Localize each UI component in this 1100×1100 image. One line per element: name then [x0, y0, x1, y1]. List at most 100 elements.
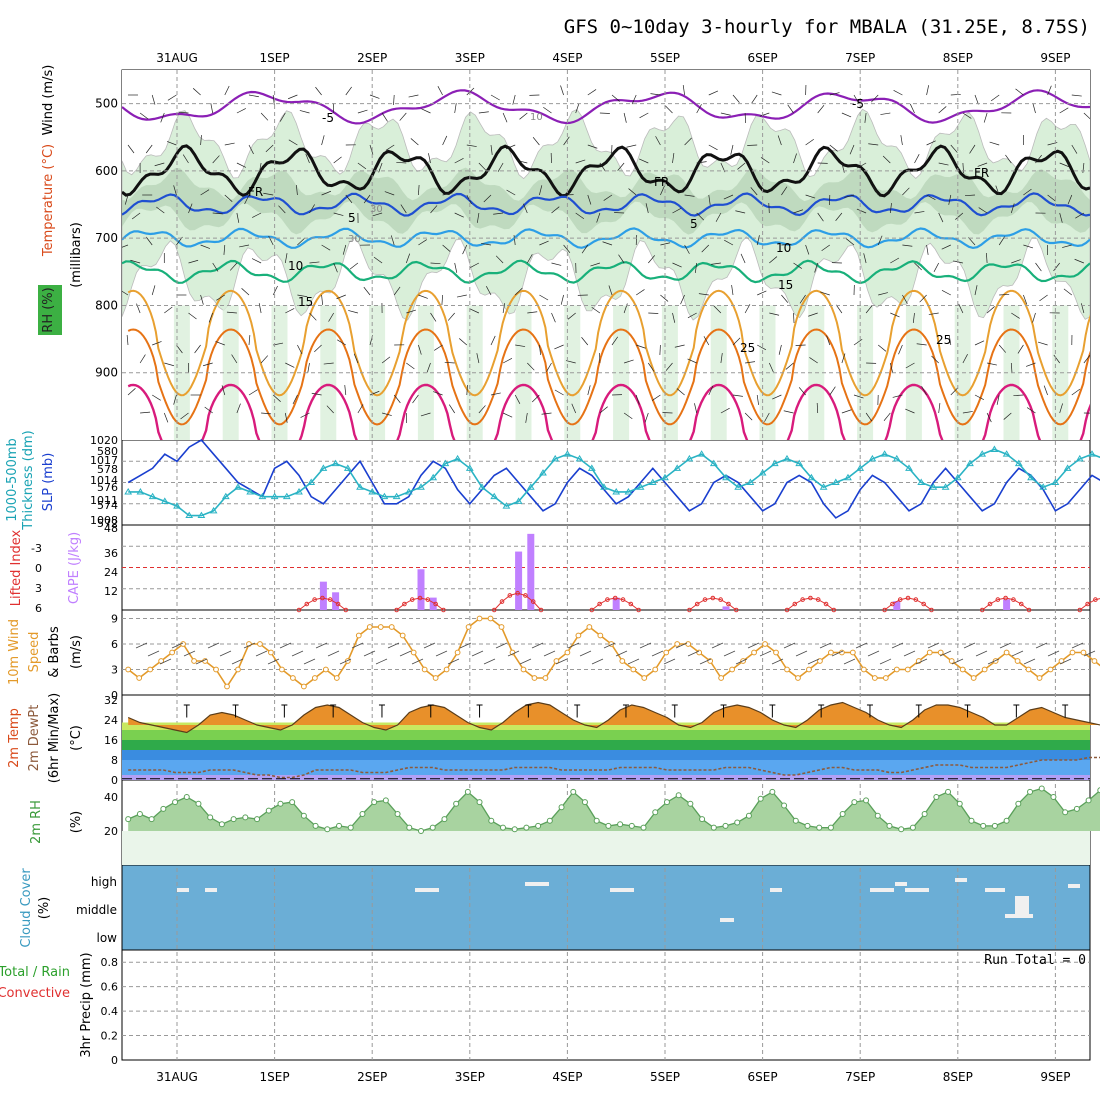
wind10-barb: [315, 642, 328, 649]
upper-wind-barb: [442, 192, 453, 196]
cloud-patch: [205, 888, 217, 892]
upper-wind-barb: [751, 94, 758, 104]
thickness-point: [795, 459, 804, 467]
cape-bar: [527, 533, 535, 610]
wind10-point: [465, 624, 472, 630]
upper-wind-barb: [454, 157, 464, 164]
upper-wind-barb: [864, 112, 867, 123]
upper-wind-barb: [599, 112, 610, 114]
thickness-point: [551, 454, 560, 462]
upper-wind-barb: [400, 204, 407, 214]
upper-wind-barb: [771, 91, 782, 96]
upper-wind-barb: [902, 187, 910, 196]
cloud-patch: [177, 888, 189, 892]
wind10-barb: [303, 658, 316, 665]
upper-wind-barb: [512, 94, 516, 105]
upper-wind-barb: [912, 312, 915, 323]
upper-wind-barb: [180, 412, 189, 420]
wind10-barb: [159, 658, 172, 665]
upper-wind-barb: [311, 392, 322, 396]
upper-wind-barb: [696, 104, 702, 114]
wind10-point: [849, 649, 856, 656]
upper-wind-barb: [799, 294, 806, 304]
wind10-point: [1080, 649, 1087, 656]
thickness-point: [514, 497, 523, 504]
upper-wind-barb: [421, 108, 431, 114]
upper-wind-barb: [639, 158, 649, 164]
wind10-point: [586, 624, 593, 630]
upper-wind-barb: [384, 191, 395, 196]
upper-wind-barb: [210, 103, 214, 114]
upper-wind-barb: [1071, 388, 1081, 396]
wind10-barb: [411, 658, 424, 665]
thickness-point: [746, 478, 755, 485]
upper-wind-barb: [720, 112, 731, 116]
upper-wind-barb: [660, 242, 671, 246]
upper-wind-barb: [877, 235, 883, 246]
upper-wind-barb: [408, 94, 419, 98]
cape-bar: [515, 551, 523, 610]
upper-wind-barb: [769, 312, 780, 316]
cloud-patch: [525, 882, 549, 886]
rh-colorbar: [38, 285, 62, 335]
thickness-point: [807, 473, 816, 481]
slp-tick: 1011: [90, 494, 118, 507]
li-point: [433, 601, 438, 607]
upper-wind-barb: [672, 207, 682, 214]
wind10-barb: [591, 658, 604, 665]
thickness-point: [978, 450, 987, 457]
upper-wind-barb: [321, 190, 332, 196]
upper-wind-barb: [636, 289, 645, 296]
thickness-point: [136, 487, 145, 495]
rh2m-point: [628, 822, 635, 829]
thickness-point: [295, 487, 303, 495]
wind10-barb: [351, 642, 364, 649]
wind10-barb: [975, 650, 988, 657]
upper-wind-barb: [307, 362, 310, 373]
wind10-barb: [675, 642, 688, 649]
li-point: [1026, 607, 1032, 613]
li-point: [499, 599, 505, 604]
li-point: [726, 601, 731, 607]
upper-wind-barb: [964, 194, 976, 197]
li-tick: 6: [35, 602, 42, 615]
upper-wind-barb: [333, 262, 338, 273]
thickness-point: [1063, 464, 1072, 471]
li-point: [417, 595, 423, 601]
upper-wind-barb: [215, 341, 225, 346]
upper-wind-barb: [1010, 203, 1015, 214]
upper-wind-barb: [974, 285, 978, 296]
date-label-bottom: 8SEP: [943, 1070, 973, 1084]
li-point: [327, 597, 333, 602]
li-point: [304, 601, 310, 607]
upper-wind-barb: [563, 136, 570, 146]
upper-wind-barb: [665, 105, 673, 114]
upper-wind-barb: [314, 344, 322, 353]
wind10-point: [443, 666, 450, 673]
upper-wind-barb: [326, 405, 334, 414]
upper-wind-barb: [323, 362, 334, 365]
upper-wind-barb: [821, 244, 831, 252]
upper-wind-barb: [139, 112, 149, 120]
thickness-point: [490, 492, 499, 500]
upper-wind-barb: [418, 239, 427, 246]
temp-band: [122, 722, 1090, 730]
upper-wind-barb: [768, 362, 774, 373]
temp-axis-label: Temperature (°C): [41, 144, 56, 257]
cape-bar: [722, 606, 730, 610]
upper-wind-barb: [406, 362, 415, 370]
wind10-point: [641, 675, 648, 681]
upper-wind-barb: [889, 362, 894, 373]
upper-wind-barb: [1059, 403, 1063, 414]
upper-wind-barb: [720, 407, 730, 414]
upper-wind-barb: [527, 311, 538, 314]
wind10-barb: [387, 642, 400, 649]
wind10-barb: [363, 650, 376, 657]
upper-wind-barb: [611, 94, 620, 102]
date-label-top: 2SEP: [357, 51, 387, 65]
thickness-point: [563, 450, 572, 457]
wind-tick: 0: [111, 689, 118, 702]
upper-wind-barb: [502, 357, 513, 364]
upper-wind-barb: [248, 335, 251, 346]
temp-band: [122, 730, 1090, 740]
